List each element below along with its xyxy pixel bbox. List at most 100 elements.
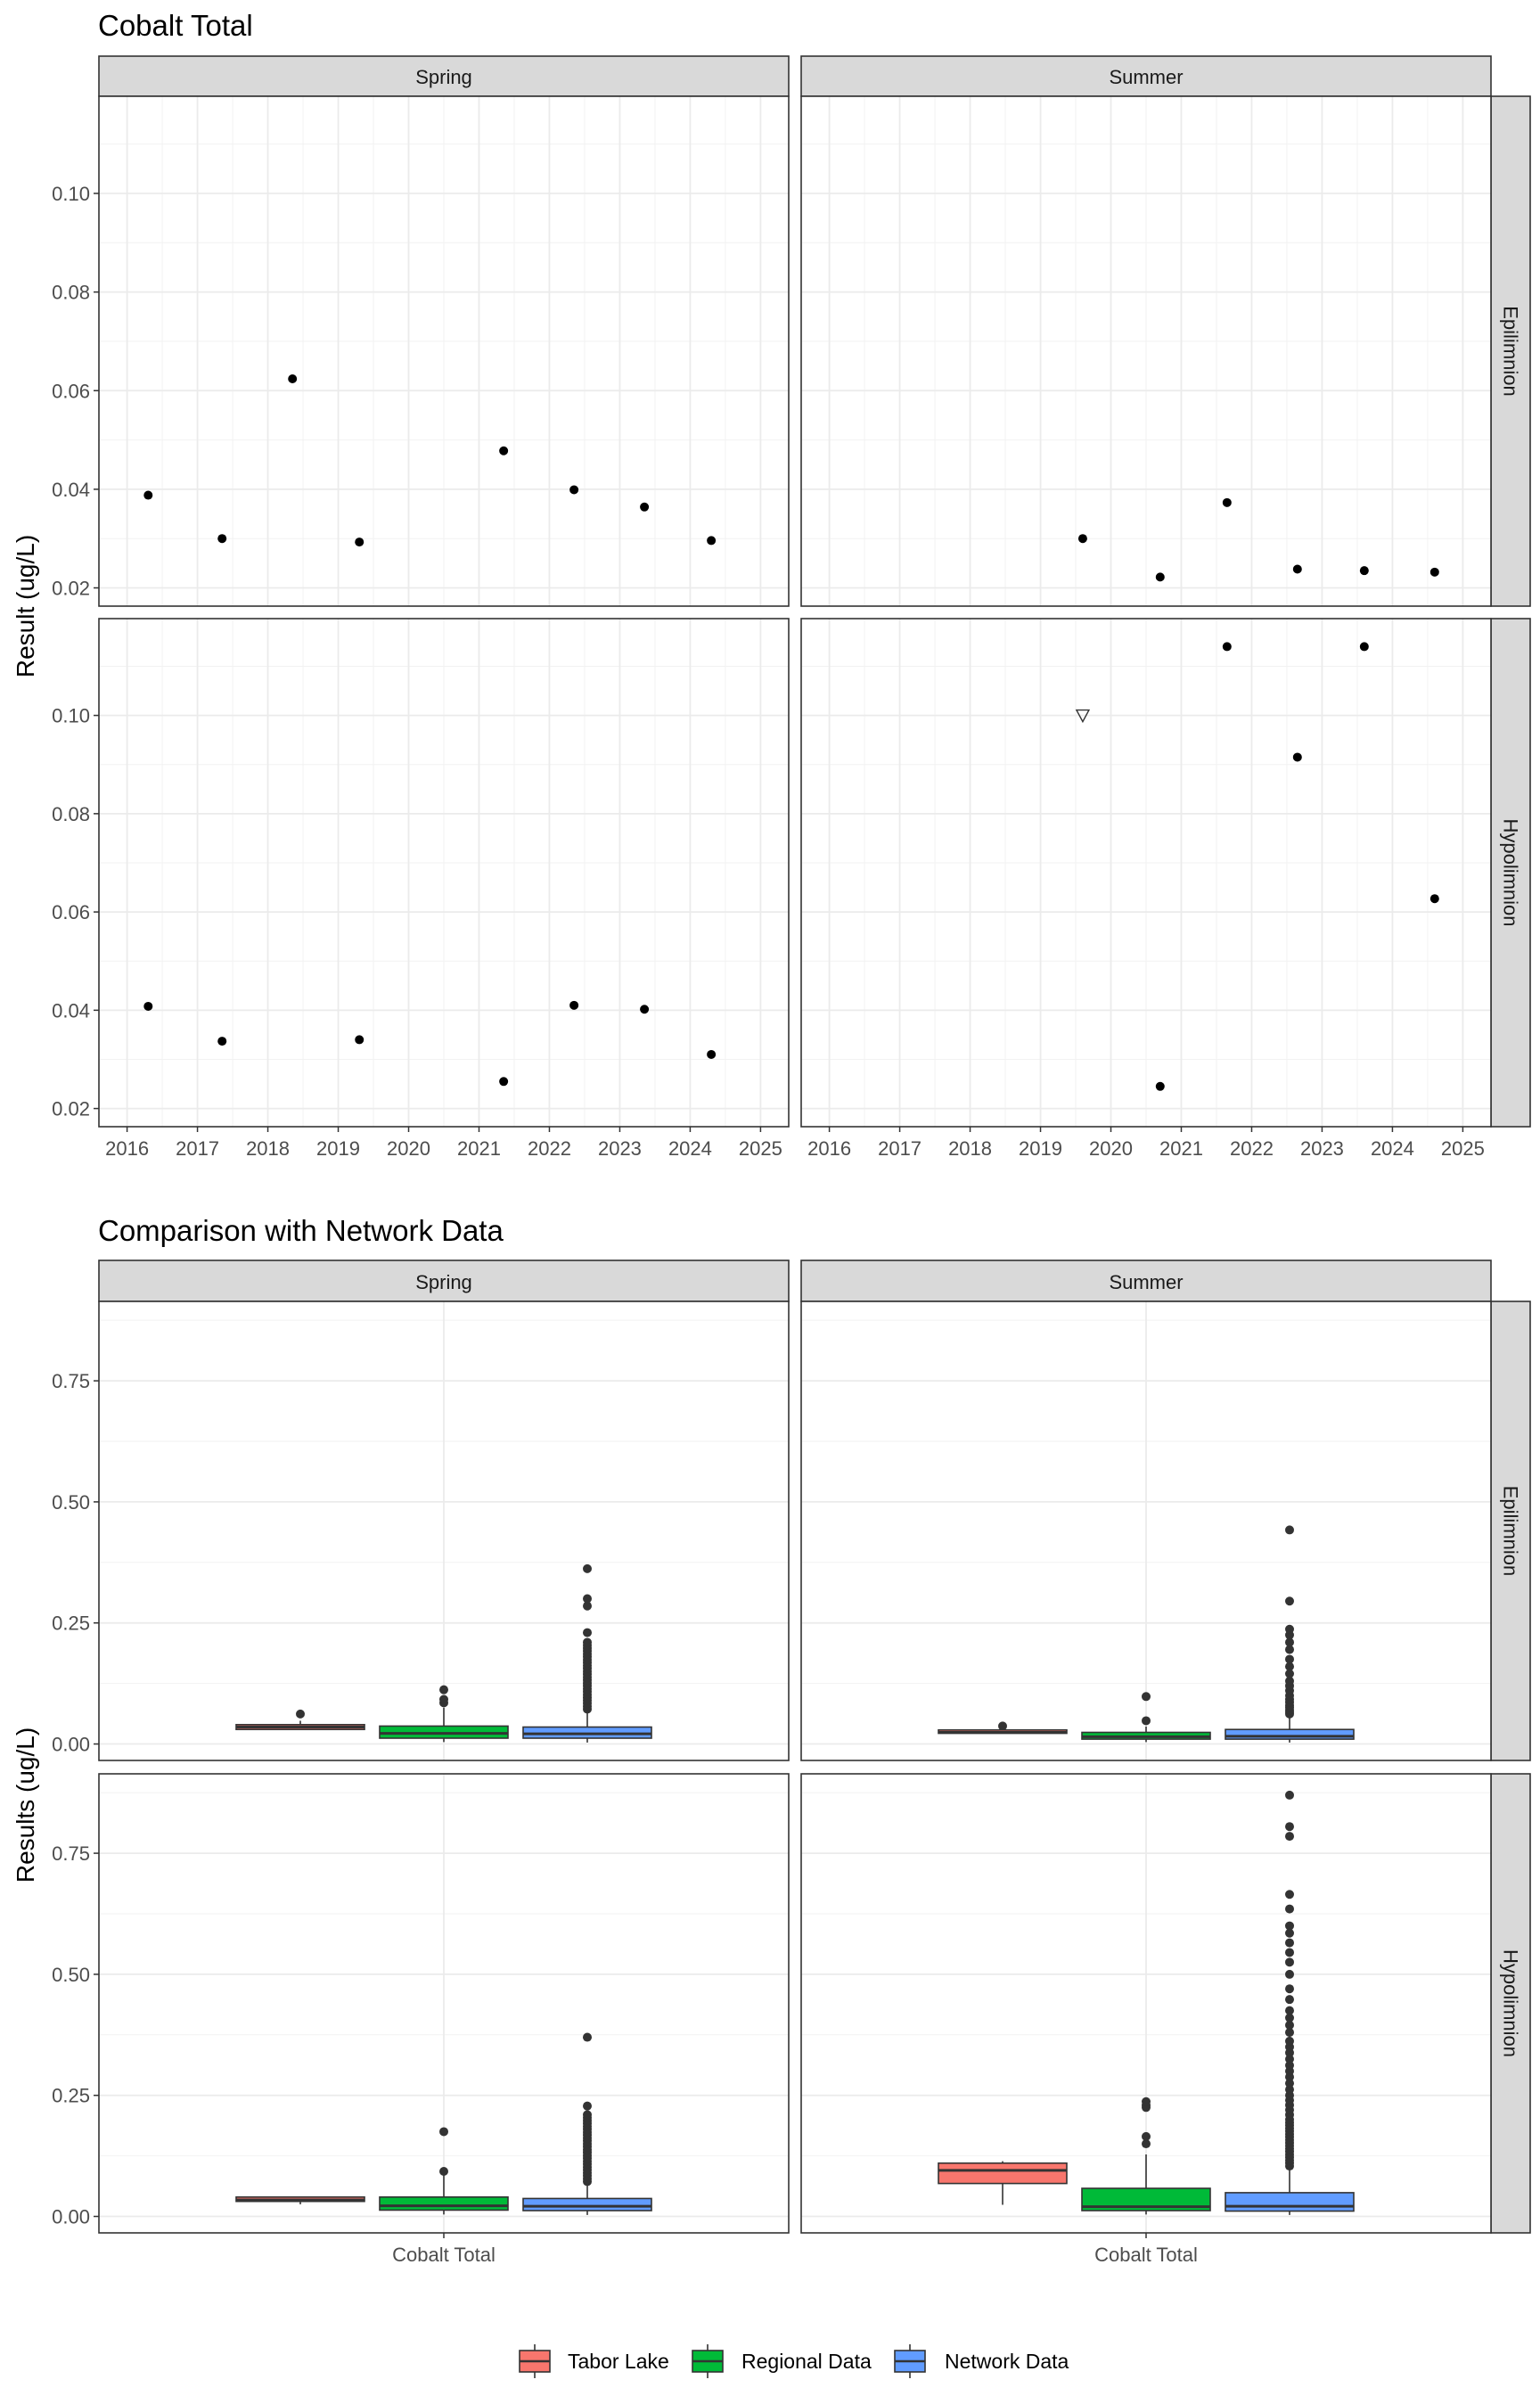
outlier-point (1142, 1692, 1151, 1702)
box-body (938, 2162, 1068, 2185)
panel-spring-epilimnion: 0.00 0.25 0.50 0.75 (52, 1301, 790, 1761)
data-point (1429, 567, 1439, 577)
y-tick-label: 0.06 (52, 380, 90, 402)
outlier-point (1285, 2006, 1294, 2015)
x-tick-label: Cobalt Total (1094, 2244, 1198, 2266)
box-regional-data (1081, 2096, 1211, 2215)
y-tick-label: 0.75 (52, 1370, 90, 1392)
box-network-data (522, 2032, 652, 2215)
outlier-point (439, 2127, 448, 2137)
x-tick-label: 2017 (176, 1137, 219, 1160)
outlier-point (296, 1709, 305, 1719)
panel-border (800, 1301, 1492, 1761)
strip-label-hypolimnion: Hypolimnion (1500, 818, 1522, 926)
box-body (522, 2197, 652, 2211)
y-tick-label: 0.00 (52, 2206, 90, 2228)
x-tick-label: 2018 (948, 1137, 992, 1160)
outlier-point (1285, 2061, 1294, 2071)
outlier-point (1285, 1669, 1294, 1678)
data-point (1077, 534, 1087, 544)
box-network-data (522, 1563, 652, 1743)
y-tick-label: 0.08 (52, 282, 90, 304)
outlier-point (1285, 1984, 1294, 1994)
legend-item-network-data: Network Data (894, 2344, 1069, 2378)
y-tick-label: 0.50 (52, 1964, 90, 1986)
data-point (143, 490, 153, 500)
outlier-point (1285, 2054, 1294, 2064)
legend-label: Regional Data (741, 2350, 872, 2373)
outlier-point (583, 1628, 592, 1637)
x-tick-label: 2021 (457, 1137, 501, 1160)
outlier-point (1285, 2013, 1294, 2023)
x-tick-label: 2025 (739, 1137, 782, 1160)
strip-summer (800, 55, 1492, 97)
outlier-point (583, 1637, 592, 1647)
box-network-data (1225, 1790, 1355, 2215)
y-tick-label: 0.10 (52, 183, 90, 205)
legend-item-tabor-lake: Tabor Lake (519, 2344, 669, 2378)
outlier-point (1285, 2036, 1294, 2046)
x-tick-label: 2024 (1371, 1137, 1414, 1160)
outlier-point (1285, 2085, 1294, 2095)
data-point (707, 536, 717, 546)
outlier-point (1285, 1637, 1294, 1647)
box-body (1225, 1728, 1355, 1740)
y-tick-label: 0.02 (52, 1098, 90, 1120)
data-point (640, 502, 650, 512)
x-tick-label: 2016 (807, 1137, 851, 1160)
y-tick-label: 0.06 (52, 901, 90, 923)
panel-summer-epilimnion (800, 95, 1492, 607)
x-tick-label: 2018 (246, 1137, 290, 1160)
panel-summer-epilimnion (800, 1301, 1492, 1761)
x-tick-label: 2016 (105, 1137, 149, 1160)
strip-label-summer: Summer (1109, 1271, 1183, 1293)
outlier-point (1285, 2079, 1294, 2088)
strip-label-epilimnion: Epilimnion (1500, 306, 1522, 397)
box-network-data (1225, 1525, 1355, 1743)
box-tabor-lake (235, 1709, 365, 1731)
outlier-point (1285, 1596, 1294, 1606)
outlier-point (1285, 1921, 1294, 1931)
data-point (499, 446, 509, 455)
outlier-point (998, 1721, 1007, 1731)
data-point (355, 537, 365, 547)
outlier-point (1285, 1928, 1294, 1938)
box-tabor-lake (938, 2161, 1068, 2205)
data-point (1155, 1081, 1165, 1091)
legend-item-regional-data: Regional Data (692, 2344, 872, 2378)
strip-epilimnion (1490, 1301, 1531, 1761)
x-tick-label: 2020 (387, 1137, 430, 1160)
legend: Tabor Lake Regional Data Network Data (519, 2344, 1069, 2378)
chart-title-comparison: Comparison with Network Data (98, 1214, 504, 1247)
outlier-point (1285, 1995, 1294, 2005)
x-tick-label: 2023 (598, 1137, 642, 1160)
data-point (1222, 497, 1232, 507)
data-point (355, 1035, 365, 1045)
data-point (1292, 752, 1302, 762)
data-point (569, 1000, 579, 1010)
panel-border (800, 95, 1492, 607)
outlier-point (583, 1563, 592, 1573)
outlier-point (1285, 1822, 1294, 1832)
x-tick-label: 2024 (668, 1137, 712, 1160)
outlier-point (439, 2167, 448, 2177)
box-body (379, 2195, 509, 2211)
strip-label-epilimnion: Epilimnion (1500, 1486, 1522, 1577)
strip-hypolimnion (1490, 618, 1531, 1128)
outlier-point (1285, 1525, 1294, 1535)
outlier-point (1285, 1654, 1294, 1664)
outlier-point (1285, 1662, 1294, 1671)
y-tick-label: 0.00 (52, 1734, 90, 1756)
scatter-facet-grid: Spring SummerEpilimnionHypolimnion0.020.0… (52, 55, 1531, 1160)
outlier-point (1142, 2096, 1151, 2106)
panel-border (98, 618, 790, 1128)
data-point (1359, 566, 1369, 576)
outlier-point (1285, 2020, 1294, 2030)
outlier-point (1285, 1904, 1294, 1914)
x-tick-label: 2017 (878, 1137, 922, 1160)
box-tabor-lake (235, 2195, 365, 2204)
outlier-point (1285, 1790, 1294, 1800)
y-tick-label: 0.04 (52, 999, 90, 1022)
data-point (1429, 894, 1439, 904)
